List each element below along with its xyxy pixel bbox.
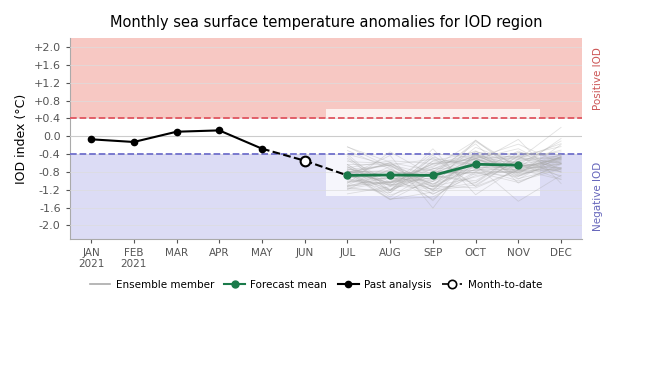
Text: Positive IOD: Positive IOD	[593, 47, 603, 110]
Y-axis label: IOD index (°C): IOD index (°C)	[15, 93, 28, 183]
Bar	[70, 38, 582, 118]
Bar	[70, 118, 582, 154]
Bar	[326, 109, 540, 197]
Text: Negative IOD: Negative IOD	[593, 162, 603, 231]
Bar	[70, 154, 582, 239]
Legend: Ensemble member, Forecast mean, Past analysis, Month-to-date: Ensemble member, Forecast mean, Past ana…	[85, 275, 546, 294]
Title: Monthly sea surface temperature anomalies for IOD region: Monthly sea surface temperature anomalie…	[110, 15, 542, 30]
